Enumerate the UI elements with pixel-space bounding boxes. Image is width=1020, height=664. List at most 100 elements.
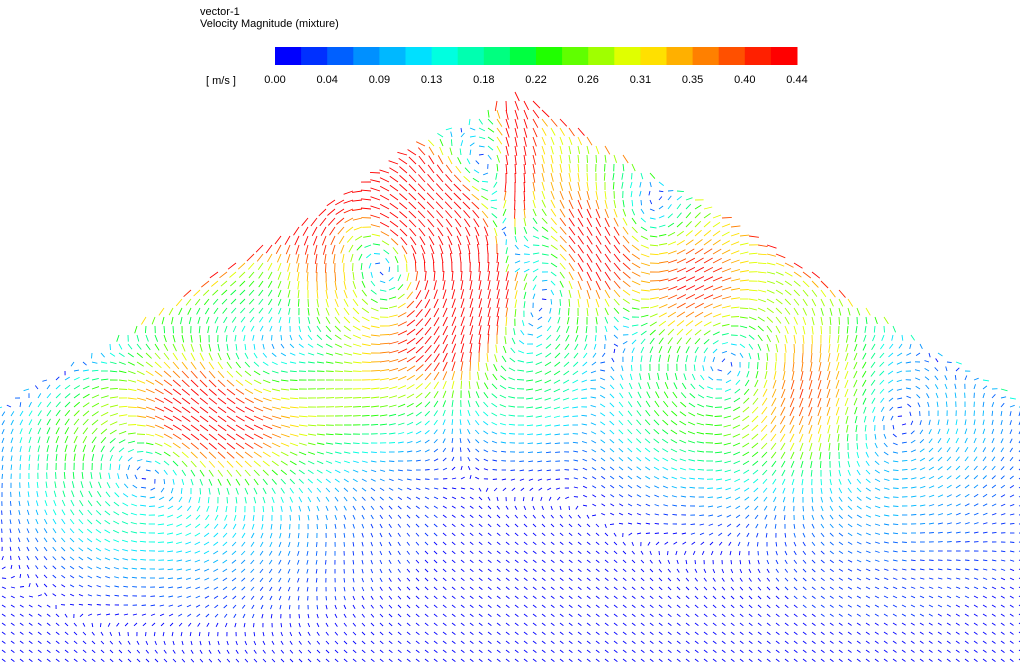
velocity-vector	[793, 541, 797, 547]
velocity-vector	[279, 325, 282, 332]
velocity-vector	[734, 487, 741, 491]
velocity-vector	[406, 300, 415, 309]
velocity-vector	[198, 631, 201, 637]
velocity-vector	[464, 167, 471, 174]
velocity-vector	[107, 622, 111, 627]
velocity-vector	[783, 514, 786, 520]
velocity-vector	[870, 352, 876, 359]
velocity-vector	[946, 568, 952, 571]
velocity-vector	[114, 594, 120, 597]
velocity-vector	[640, 613, 645, 617]
velocity-vector	[820, 487, 823, 494]
velocity-vector	[71, 490, 75, 498]
velocity-vector	[604, 289, 611, 299]
velocity-vector	[892, 460, 899, 463]
velocity-vector	[478, 136, 486, 140]
velocity-vector	[262, 514, 264, 521]
velocity-vector	[621, 365, 624, 372]
velocity-vector	[397, 586, 402, 591]
velocity-vector	[277, 298, 282, 306]
velocity-vector	[352, 577, 355, 583]
velocity-vector	[271, 415, 282, 420]
velocity-vector	[517, 379, 525, 381]
velocity-vector	[251, 604, 255, 610]
velocity-vector	[775, 604, 780, 609]
velocity-vector	[307, 469, 314, 474]
velocity-vector	[874, 604, 880, 608]
velocity-vector	[493, 227, 498, 237]
velocity-vector	[104, 529, 111, 534]
velocity-vector	[973, 559, 979, 562]
velocity-vector	[234, 334, 237, 342]
velocity-vector	[862, 397, 867, 405]
velocity-vector	[928, 447, 934, 453]
velocity-vector	[433, 595, 438, 600]
velocity-vector	[928, 504, 935, 507]
velocity-vector	[585, 325, 588, 334]
velocity-vector	[653, 428, 660, 435]
velocity-vector	[460, 298, 465, 309]
velocity-vector	[865, 478, 871, 483]
velocity-vector	[577, 181, 581, 191]
velocity-vector	[730, 577, 734, 582]
velocity-vector	[640, 604, 645, 608]
velocity-vector	[799, 397, 804, 408]
velocity-vector	[487, 109, 490, 118]
velocity-vector	[667, 204, 672, 210]
velocity-vector	[820, 298, 825, 307]
velocity-vector	[235, 415, 245, 422]
velocity-vector	[730, 241, 740, 246]
velocity-vector	[870, 361, 876, 368]
velocity-vector	[1009, 550, 1015, 553]
velocity-vector	[451, 400, 454, 408]
velocity-vector	[105, 575, 111, 579]
velocity-vector	[379, 307, 389, 310]
velocity-vector	[577, 208, 583, 219]
velocity-vector	[478, 496, 483, 501]
velocity-vector	[879, 352, 885, 359]
velocity-vector	[185, 532, 192, 536]
velocity-vector	[64, 622, 69, 627]
velocity-vector	[370, 523, 374, 529]
velocity-vector	[239, 289, 246, 296]
velocity-vector	[762, 469, 768, 476]
velocity-vector	[230, 298, 237, 305]
velocity-vector	[487, 333, 490, 345]
velocity-vector	[982, 456, 987, 462]
velocity-vector	[199, 397, 209, 405]
velocity-vector	[649, 329, 656, 336]
velocity-vector	[343, 505, 347, 511]
velocity-vector	[306, 271, 309, 282]
velocity-vector	[696, 422, 705, 426]
velocity-vector	[379, 377, 389, 381]
velocity-vector	[829, 532, 834, 537]
velocity-vector	[838, 316, 840, 325]
velocity-vector	[636, 503, 642, 507]
velocity-vector	[744, 379, 750, 387]
velocity-vector	[453, 201, 462, 210]
velocity-vector	[95, 547, 102, 552]
velocity-vector	[495, 235, 498, 246]
velocity-vector	[764, 514, 768, 520]
velocity-vector	[973, 447, 978, 453]
velocity-vector	[348, 244, 354, 253]
velocity-vector	[613, 280, 621, 289]
velocity-vector	[307, 487, 313, 493]
velocity-vector	[532, 217, 538, 225]
velocity-vector	[883, 595, 889, 599]
velocity-vector	[919, 476, 926, 480]
velocity-vector	[460, 140, 464, 147]
velocity-vector	[361, 613, 365, 618]
velocity-vector	[389, 202, 399, 210]
velocity-vector	[964, 419, 967, 426]
velocity-vector	[658, 604, 663, 609]
velocity-vector	[79, 500, 84, 507]
velocity-vector	[586, 172, 589, 182]
velocity-vector	[649, 550, 652, 556]
velocity-vector	[820, 568, 825, 573]
velocity-vector	[334, 361, 343, 364]
velocity-vector	[180, 487, 183, 494]
velocity-vector	[475, 410, 480, 417]
velocity-vector	[724, 397, 732, 401]
velocity-vector	[392, 247, 399, 255]
